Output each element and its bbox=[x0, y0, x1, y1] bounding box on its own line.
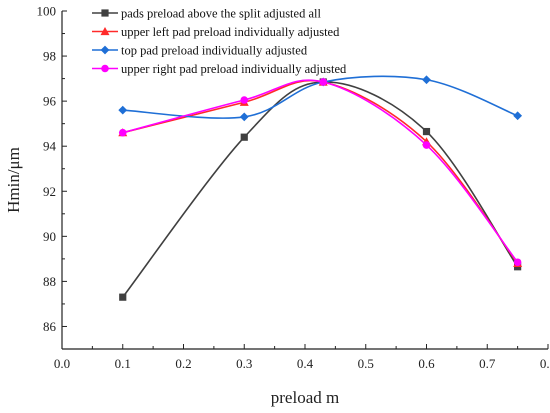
series-line bbox=[122, 79, 519, 263]
series-line bbox=[122, 81, 519, 298]
data-point bbox=[118, 128, 127, 137]
legend: pads preload above the split adjusted al… bbox=[92, 7, 347, 76]
series-4 bbox=[118, 78, 522, 267]
y-tick-label: 100 bbox=[37, 4, 57, 19]
x-tick-label: 0.8 bbox=[540, 356, 550, 371]
y-tick-label: 90 bbox=[43, 229, 56, 244]
data-point bbox=[119, 293, 127, 301]
x-tick-label: 0.3 bbox=[236, 356, 252, 371]
data-point bbox=[319, 78, 328, 86]
data-point bbox=[422, 127, 431, 136]
x-tick-label: 0.5 bbox=[358, 356, 374, 371]
y-tick-label: 94 bbox=[43, 139, 57, 154]
legend-label: upper left pad preload individually adju… bbox=[121, 25, 340, 39]
legend-label: pads preload above the split adjusted al… bbox=[121, 7, 321, 21]
x-tick-label: 0.7 bbox=[479, 356, 496, 371]
y-tick-label: 98 bbox=[43, 49, 56, 64]
y-tick-label: 92 bbox=[43, 184, 56, 199]
x-ticks: 0.0 0.1 0.2 0.3 0.4 0.5 0.6 0.7 0.8 bbox=[54, 344, 550, 371]
y-tick-label: 96 bbox=[43, 94, 57, 109]
x-tick-label: 0.0 bbox=[54, 356, 70, 371]
y-tick-label: 88 bbox=[43, 274, 56, 289]
data-point bbox=[513, 258, 522, 267]
series-2 bbox=[118, 77, 523, 267]
data-point bbox=[118, 105, 128, 115]
data-point bbox=[100, 27, 110, 36]
legend-entry-4: upper right pad preload individually adj… bbox=[92, 62, 347, 76]
data-point bbox=[240, 133, 248, 141]
y-axis-title: Hmin/μm bbox=[4, 147, 23, 213]
legend-entry-2: upper left pad preload individually adju… bbox=[92, 25, 340, 39]
data-point bbox=[239, 112, 249, 122]
data-point bbox=[100, 45, 110, 55]
x-tick-label: 0.6 bbox=[418, 356, 435, 371]
y-tick-label: 86 bbox=[43, 319, 57, 334]
data-point bbox=[422, 141, 431, 149]
data-point bbox=[240, 96, 249, 104]
x-tick-label: 0.2 bbox=[175, 356, 191, 371]
data-point bbox=[422, 75, 431, 85]
legend-label: top pad preload individually adjusted bbox=[121, 44, 308, 58]
series-group bbox=[118, 75, 523, 301]
x-axis-title: preload m bbox=[271, 388, 339, 407]
legend-label: upper right pad preload individually adj… bbox=[121, 62, 347, 76]
legend-entry-3: top pad preload individually adjusted bbox=[92, 44, 308, 58]
x-tick-label: 0.1 bbox=[115, 356, 131, 371]
series-1 bbox=[119, 78, 522, 301]
x-tick-label: 0.4 bbox=[297, 356, 314, 371]
data-point bbox=[101, 9, 109, 17]
plot-area: 0.0 0.1 0.2 0.3 0.4 0.5 0.6 0.7 0.8 86 88 90 92 94 96… bbox=[37, 4, 550, 372]
y-ticks: 86 88 90 92 94 96 98 100 bbox=[37, 4, 67, 334]
legend-entry-1: pads preload above the split adjusted al… bbox=[92, 7, 321, 21]
data-point bbox=[101, 64, 109, 73]
data-point bbox=[513, 111, 523, 121]
